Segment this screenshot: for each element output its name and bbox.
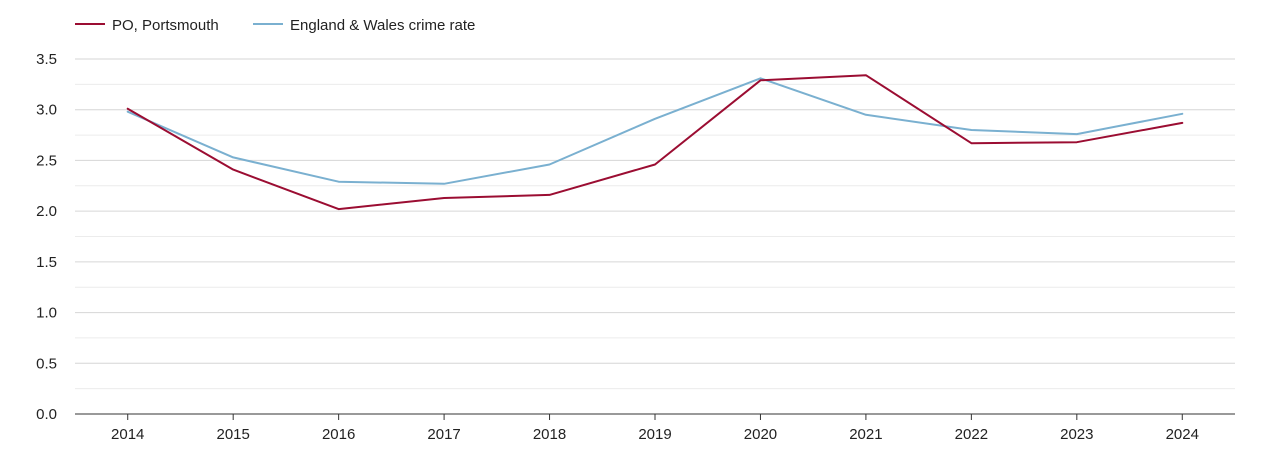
x-tick-label: 2023 bbox=[1060, 426, 1093, 443]
y-axis-ticks: 0.0 0.5 1.0 1.5 2.0 2.5 3.0 3.5 bbox=[36, 51, 57, 423]
series-line-england-wales bbox=[126, 77, 1184, 185]
y-tick-label: 3.5 bbox=[36, 51, 57, 68]
series-line-portsmouth bbox=[126, 74, 1184, 211]
x-tick-label: 2020 bbox=[744, 426, 777, 443]
y-tick-label: 0.0 bbox=[36, 406, 57, 423]
legend-item-england-wales[interactable]: England & Wales crime rate bbox=[253, 17, 475, 34]
x-tick-label: 2022 bbox=[955, 426, 988, 443]
x-tick-label: 2016 bbox=[322, 426, 355, 443]
legend-item-portsmouth[interactable]: PO, Portsmouth bbox=[75, 17, 219, 34]
x-axis-ticks: 2014 2015 2016 2017 2018 2019 2020 2021 2022 2023… bbox=[111, 414, 1199, 443]
x-tick-label: 2017 bbox=[427, 426, 460, 443]
y-tick-label: 2.0 bbox=[36, 203, 57, 220]
x-tick-label: 2021 bbox=[849, 426, 882, 443]
legend: PO, Portsmouth England & Wales crime rat… bbox=[75, 17, 475, 34]
series-lines bbox=[126, 74, 1184, 211]
y-tick-label: 1.5 bbox=[36, 254, 57, 271]
y-tick-label: 2.5 bbox=[36, 152, 57, 169]
x-tick-label: 2018 bbox=[533, 426, 566, 443]
x-tick-label: 2014 bbox=[111, 426, 144, 443]
legend-label-portsmouth: PO, Portsmouth bbox=[112, 17, 219, 34]
y-tick-label: 1.0 bbox=[36, 305, 57, 322]
y-tick-label: 0.5 bbox=[36, 355, 57, 372]
x-tick-label: 2015 bbox=[216, 426, 249, 443]
grid bbox=[75, 58, 1235, 390]
y-tick-label: 3.0 bbox=[36, 102, 57, 119]
x-tick-label: 2019 bbox=[638, 426, 671, 443]
legend-label-england-wales: England & Wales crime rate bbox=[290, 17, 475, 34]
x-tick-label: 2024 bbox=[1166, 426, 1199, 443]
